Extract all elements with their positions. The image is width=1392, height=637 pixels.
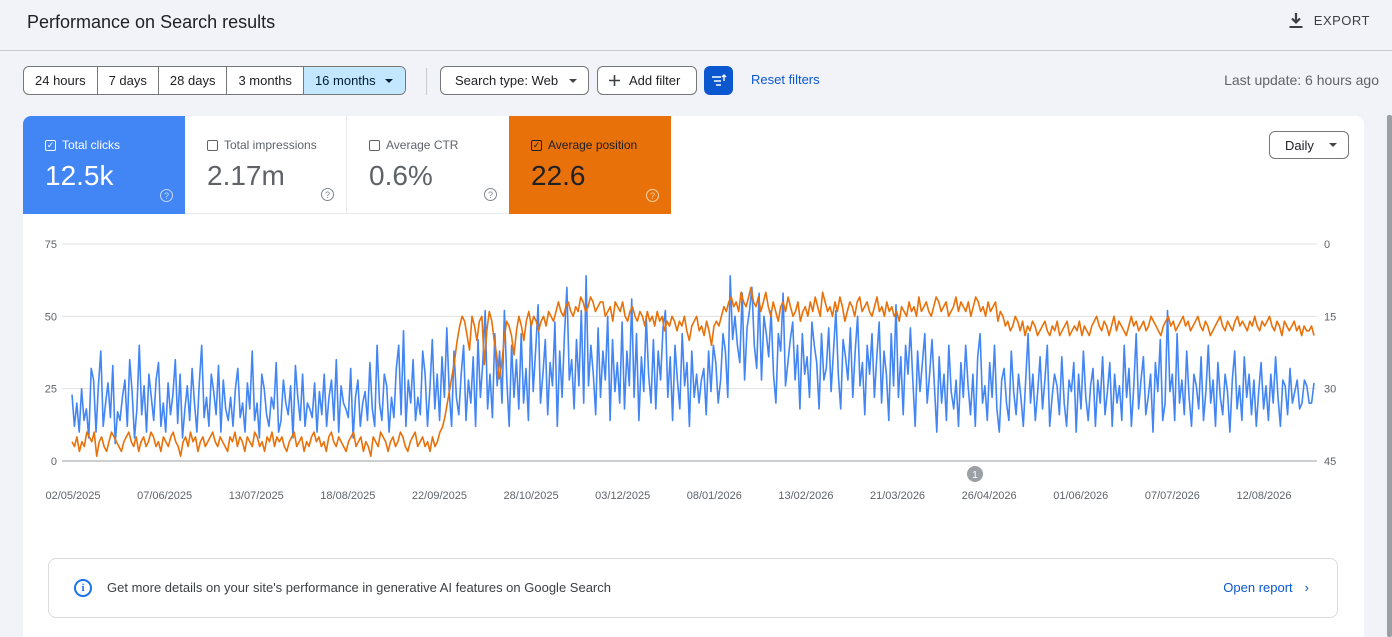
reset-filters-link[interactable]: Reset filters — [751, 72, 820, 87]
search-type-dropdown[interactable]: Search type: Web — [440, 66, 589, 95]
y-right-tick-label: 30 — [1324, 384, 1336, 396]
date-range-selector: 24 hours 7 days 28 days 3 months 16 mont… — [23, 66, 406, 95]
info-icon: i — [74, 579, 92, 597]
add-filter-label: Add filter — [629, 73, 681, 88]
page-scrollbar[interactable] — [1387, 115, 1392, 637]
filter-toolbar: 24 hours 7 days 28 days 3 months 16 mont… — [0, 51, 1392, 111]
checkbox-unchecked-icon[interactable] — [369, 139, 380, 151]
y-left-tick-label: 75 — [45, 239, 57, 251]
metric-label-wrap: ✓ Total clicks — [45, 138, 120, 152]
range-28-days[interactable]: 28 days — [159, 67, 228, 94]
checkbox-checked-icon[interactable]: ✓ — [531, 139, 542, 151]
filter-settings-button[interactable] — [704, 66, 733, 95]
metric-value: 12.5k — [45, 160, 114, 191]
series-line-average-position — [71, 286, 1315, 458]
ai-features-banner: i Get more details on your site's perfor… — [48, 558, 1338, 618]
caret-down-icon — [1329, 143, 1337, 147]
toolbar-divider — [426, 68, 427, 95]
range-16-months-label: 16 months — [314, 73, 376, 88]
metric-average-position[interactable]: ✓ Average position 22.6 ? — [509, 116, 671, 214]
x-tick-label: 26/04/2026 — [962, 490, 1017, 502]
metric-label: Average position — [548, 138, 638, 152]
annotation-marker[interactable] — [967, 466, 983, 482]
y-left-tick-label: 0 — [51, 456, 57, 468]
granularity-label: Daily — [1285, 137, 1314, 153]
chevron-right-icon: › — [1304, 580, 1309, 595]
x-tick-label: 01/06/2026 — [1053, 490, 1108, 502]
x-tick-label: 22/09/2025 — [412, 490, 467, 502]
x-tick-label: 07/06/2025 — [137, 490, 192, 502]
banner-text: Get more details on your site's performa… — [107, 580, 611, 595]
metric-label-wrap: ✓ Average position — [531, 138, 637, 152]
filter-list-icon — [711, 73, 726, 86]
range-24-hours[interactable]: 24 hours — [24, 67, 98, 94]
series-line-total-clicks — [71, 275, 1315, 445]
y-right-tick-label: 15 — [1324, 311, 1336, 323]
help-icon[interactable]: ? — [160, 189, 173, 202]
caret-down-icon — [569, 78, 577, 83]
open-report-label: Open report — [1223, 580, 1293, 595]
range-7-days[interactable]: 7 days — [98, 67, 159, 94]
y-right-tick-label: 45 — [1324, 456, 1336, 468]
x-tick-label: 08/01/2026 — [687, 490, 742, 502]
checkbox-unchecked-icon[interactable] — [207, 139, 218, 151]
metric-total-clicks[interactable]: ✓ Total clicks 12.5k ? — [23, 116, 185, 214]
performance-card: ✓ Total clicks 12.5k ? Total impressions… — [23, 116, 1364, 637]
help-icon[interactable]: ? — [484, 188, 497, 201]
metric-label: Average CTR — [386, 138, 459, 152]
search-type-label: Search type: Web — [455, 73, 559, 88]
metric-label: Total impressions — [224, 138, 317, 152]
x-tick-label: 18/08/2025 — [320, 490, 375, 502]
x-tick-label: 13/07/2025 — [229, 490, 284, 502]
page-title: Performance on Search results — [27, 12, 276, 32]
metric-value: 0.6% — [369, 160, 433, 191]
x-tick-label: 12/08/2026 — [1236, 490, 1291, 502]
x-tick-label: 21/03/2026 — [870, 490, 925, 502]
checkbox-checked-icon[interactable]: ✓ — [45, 139, 56, 151]
metric-label: Total clicks — [62, 138, 121, 152]
x-tick-label: 07/07/2026 — [1145, 490, 1200, 502]
x-tick-label: 13/02/2026 — [778, 490, 833, 502]
export-label: EXPORT — [1313, 13, 1370, 28]
help-icon[interactable]: ? — [321, 188, 334, 201]
open-report-link[interactable]: Open report › — [1223, 580, 1309, 595]
caret-down-icon — [384, 78, 393, 83]
y-right-tick-label: 0 — [1324, 239, 1330, 251]
help-icon[interactable]: ? — [646, 189, 659, 202]
page-header: Performance on Search results EXPORT — [0, 0, 1392, 51]
metric-value: 2.17m — [207, 160, 285, 191]
range-3-months[interactable]: 3 months — [227, 67, 304, 94]
last-update-text: Last update: 6 hours ago — [1224, 72, 1379, 88]
x-tick-label: 02/05/2025 — [45, 490, 100, 502]
metric-label-wrap: Average CTR — [369, 138, 458, 152]
plus-icon — [609, 75, 620, 86]
metric-value: 22.6 — [531, 160, 586, 191]
metric-label-wrap: Total impressions — [207, 138, 317, 152]
y-left-tick-label: 50 — [45, 311, 57, 323]
x-tick-label: 03/12/2025 — [595, 490, 650, 502]
metric-total-impressions[interactable]: Total impressions 2.17m ? — [185, 116, 347, 214]
granularity-dropdown[interactable]: Daily — [1269, 131, 1349, 159]
export-button[interactable]: EXPORT — [1288, 12, 1370, 29]
annotation-marker-label: 1 — [972, 470, 978, 481]
y-left-tick-label: 25 — [45, 384, 57, 396]
range-16-months[interactable]: 16 months — [303, 67, 405, 94]
x-tick-label: 28/10/2025 — [504, 490, 559, 502]
add-filter-button[interactable]: Add filter — [597, 66, 697, 95]
download-icon — [1289, 13, 1303, 28]
metric-average-ctr[interactable]: Average CTR 0.6% ? — [347, 116, 509, 214]
performance-chart[interactable]: 0 25 50 75 0 15 30 45 02/05/2025 07/06/2025 13/07/… — [23, 116, 1364, 536]
